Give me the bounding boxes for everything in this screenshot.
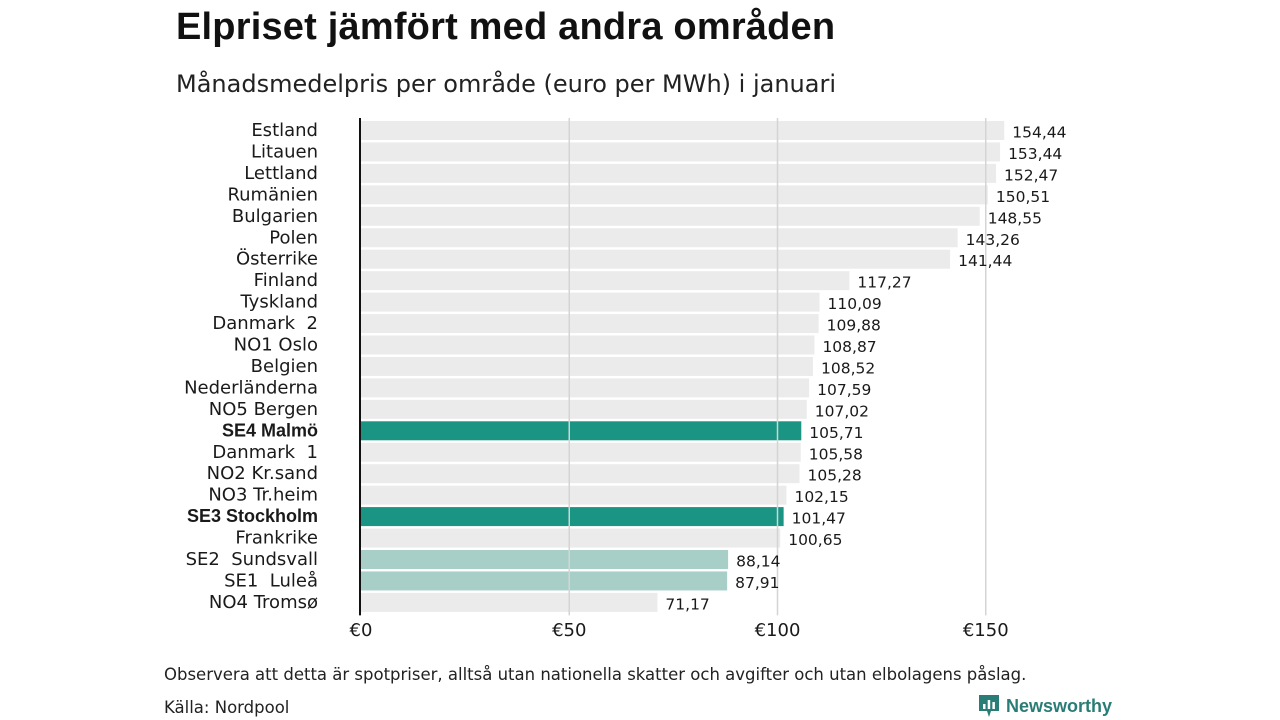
bar-chart: Estland 154,44 Litauen 153,44 Lettland 152,47… (184, 118, 1066, 641)
category-label: Danmark 1 (212, 442, 318, 463)
bar (361, 185, 988, 205)
category-label: Österrike (236, 248, 318, 270)
category-label: Finland (254, 270, 318, 291)
source-text: Källa: Nordpool (164, 698, 290, 717)
category-label: Frankrike (235, 528, 318, 549)
chart-title: Elpriset jämfört med andra områden (176, 6, 836, 48)
bar (361, 507, 784, 527)
bar (361, 571, 728, 591)
category-label: SE4 Malmö (222, 420, 318, 440)
bar (361, 271, 850, 291)
category-label: NO2 Kr.sand (207, 463, 318, 484)
category-label: Nederländerna (184, 377, 318, 398)
value-label: 109,88 (827, 317, 881, 335)
category-label: Litauen (251, 141, 318, 162)
value-label: 148,55 (988, 209, 1042, 227)
bar (361, 121, 1005, 140)
category-label: SE3 Stockholm (187, 506, 318, 526)
value-label: 71,17 (665, 595, 709, 613)
bar (361, 228, 958, 248)
bar (361, 292, 820, 312)
value-label: 154,44 (1012, 124, 1066, 142)
bar (361, 378, 810, 398)
newsworthy-logo-icon (979, 695, 999, 717)
category-label: NO1 Oslo (234, 335, 318, 356)
x-tick-label: €0 (350, 620, 373, 641)
value-label: 143,26 (966, 231, 1020, 249)
value-label: 153,44 (1008, 145, 1062, 163)
x-tick-label: €150 (963, 620, 1009, 641)
value-label: 150,51 (996, 188, 1050, 206)
value-label: 105,58 (809, 445, 863, 463)
category-label: Belgien (251, 356, 318, 377)
bar (361, 163, 997, 183)
category-label: NO4 Tromsø (209, 592, 318, 613)
x-tick-label: €50 (552, 620, 586, 641)
brand-logo: Newsworthy (978, 694, 1112, 718)
bar (361, 356, 813, 376)
bar (361, 142, 1001, 162)
value-label: 88,14 (736, 553, 780, 571)
value-label: 110,09 (828, 295, 882, 313)
category-label: SE2 Sundsvall (186, 549, 318, 570)
category-label: Estland (251, 120, 318, 141)
value-label: 108,87 (822, 338, 876, 356)
category-label: NO5 Bergen (209, 399, 318, 420)
brand-name: Newsworthy (1006, 695, 1113, 716)
value-label: 101,47 (792, 510, 846, 528)
category-label: Lettland (244, 163, 318, 184)
category-label: Tyskland (239, 292, 318, 313)
bar (361, 206, 980, 226)
bar (361, 421, 802, 441)
value-label: 105,71 (809, 424, 863, 442)
value-label: 107,59 (817, 381, 871, 399)
value-label: 152,47 (1004, 166, 1058, 184)
value-label: 117,27 (857, 274, 911, 292)
bar (361, 464, 800, 484)
bar (361, 550, 729, 569)
category-label: SE1 Luleå (224, 570, 318, 591)
bar (361, 314, 819, 334)
value-label: 102,15 (794, 488, 848, 506)
bar (361, 592, 658, 612)
category-label: Rumänien (227, 184, 318, 205)
value-label: 105,28 (807, 467, 861, 485)
bar (361, 442, 801, 462)
bar (361, 485, 787, 505)
value-label: 87,91 (735, 574, 779, 592)
category-label: Polen (269, 227, 318, 248)
value-label: 108,52 (821, 359, 875, 377)
value-label: 107,02 (815, 402, 869, 420)
bar (361, 249, 951, 269)
category-label: Bulgarien (232, 206, 318, 227)
chart-subtitle: Månadsmedelpris per område (euro per MWh… (176, 70, 837, 98)
bar (361, 399, 807, 419)
bar (361, 335, 815, 355)
footnote: Observera att detta är spotpriser, allts… (164, 665, 1027, 684)
category-label: Danmark 2 (212, 313, 318, 334)
x-tick-label: €100 (755, 620, 801, 641)
bar (361, 528, 781, 548)
category-label: NO3 Tr.heim (208, 485, 318, 506)
value-label: 141,44 (958, 252, 1012, 270)
value-label: 100,65 (788, 531, 842, 549)
